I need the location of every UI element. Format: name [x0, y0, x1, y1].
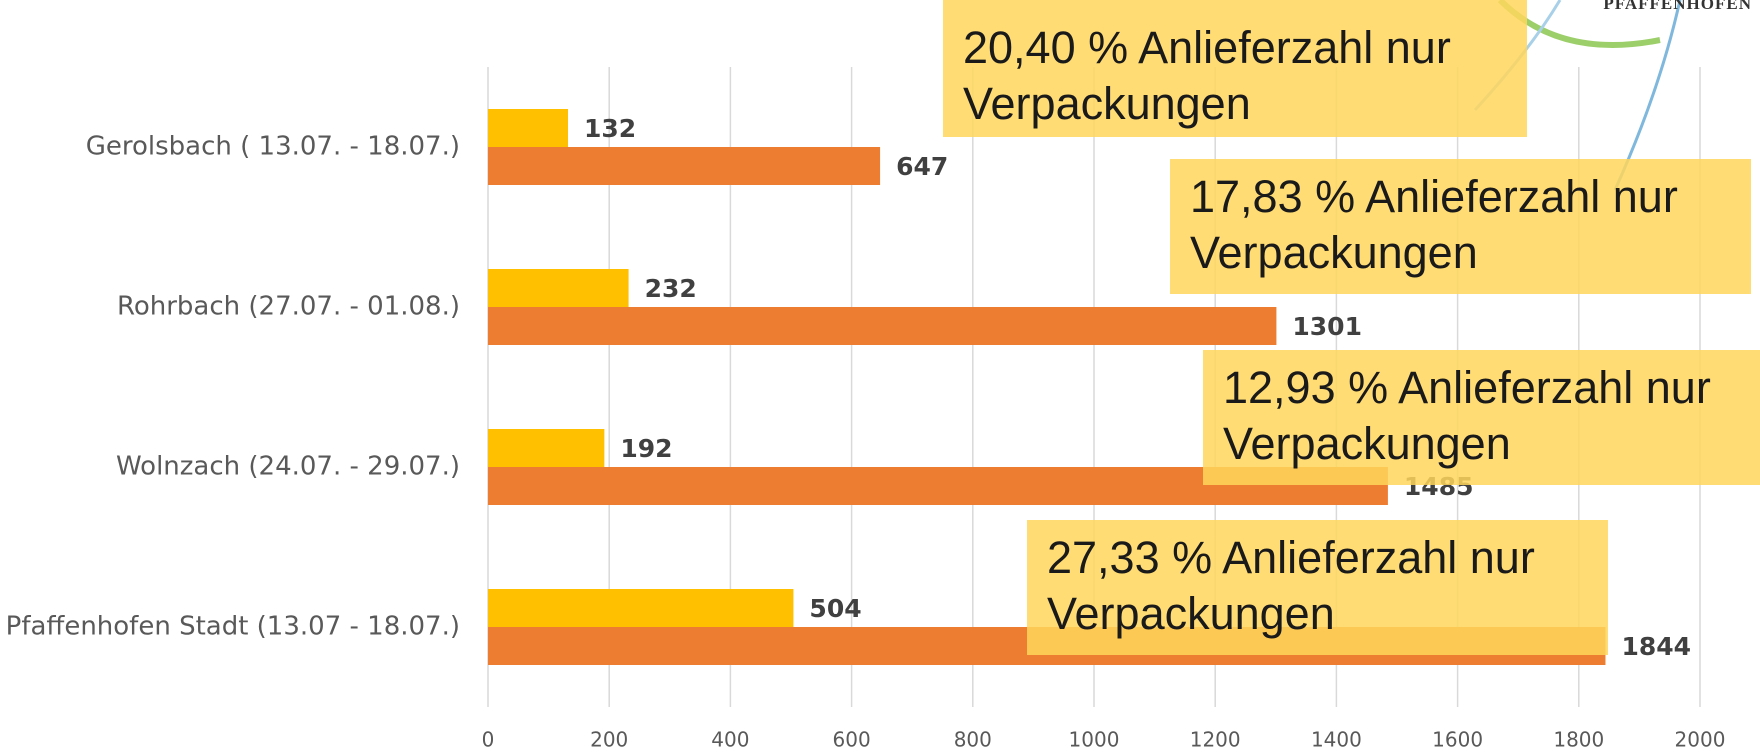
data-label: 1844	[1621, 632, 1691, 661]
bar	[488, 147, 881, 185]
x-tick-label: 400	[711, 728, 749, 752]
y-tick-label: Rohrbach (27.07. - 01.08.)	[117, 292, 460, 322]
y-tick-label: Pfaffenhofen Stadt (13.07 - 18.07.)	[6, 612, 460, 642]
y-tick-label: Wolnzach (24.07. - 29.07.)	[116, 452, 460, 482]
data-label: 232	[645, 274, 697, 303]
x-tick-label: 2000	[1675, 728, 1726, 752]
data-label: 647	[896, 152, 948, 181]
x-tick-label: 1400	[1311, 728, 1362, 752]
bar	[488, 307, 1277, 345]
bar	[488, 269, 629, 307]
data-label: 192	[620, 434, 672, 463]
x-tick-label: 200	[590, 728, 628, 752]
bar	[488, 109, 568, 147]
x-tick-label: 0	[482, 728, 495, 752]
bar	[488, 589, 794, 627]
x-tick-label: 1600	[1432, 728, 1483, 752]
x-tick-label: 600	[833, 728, 871, 752]
x-tick-label: 800	[954, 728, 992, 752]
y-tick-label: Gerolsbach ( 13.07. - 18.07.)	[86, 132, 460, 162]
x-tick-label: 1200	[1190, 728, 1241, 752]
annotation: 17,83 % Anlieferzahl nur Verpackungen	[1170, 159, 1751, 294]
data-label: 504	[809, 594, 861, 623]
x-tick-label: 1800	[1553, 728, 1604, 752]
annotation: 20,40 % Anlieferzahl nur Verpackungen	[943, 0, 1527, 137]
logo-text: PFAFFENHOFEN	[1603, 0, 1752, 13]
annotation: 27,33 % Anlieferzahl nur Verpackungen	[1027, 520, 1608, 655]
bar	[488, 429, 605, 467]
x-tick-label: 1000	[1069, 728, 1120, 752]
data-label: 132	[584, 114, 636, 143]
data-label: 1301	[1292, 312, 1362, 341]
annotation: 12,93 % Anlieferzahl nur Verpackungen	[1203, 350, 1760, 485]
